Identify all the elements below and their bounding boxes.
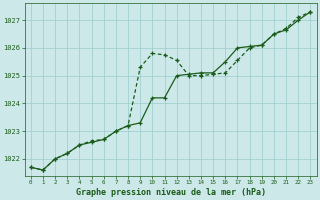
X-axis label: Graphe pression niveau de la mer (hPa): Graphe pression niveau de la mer (hPa) bbox=[76, 188, 266, 197]
